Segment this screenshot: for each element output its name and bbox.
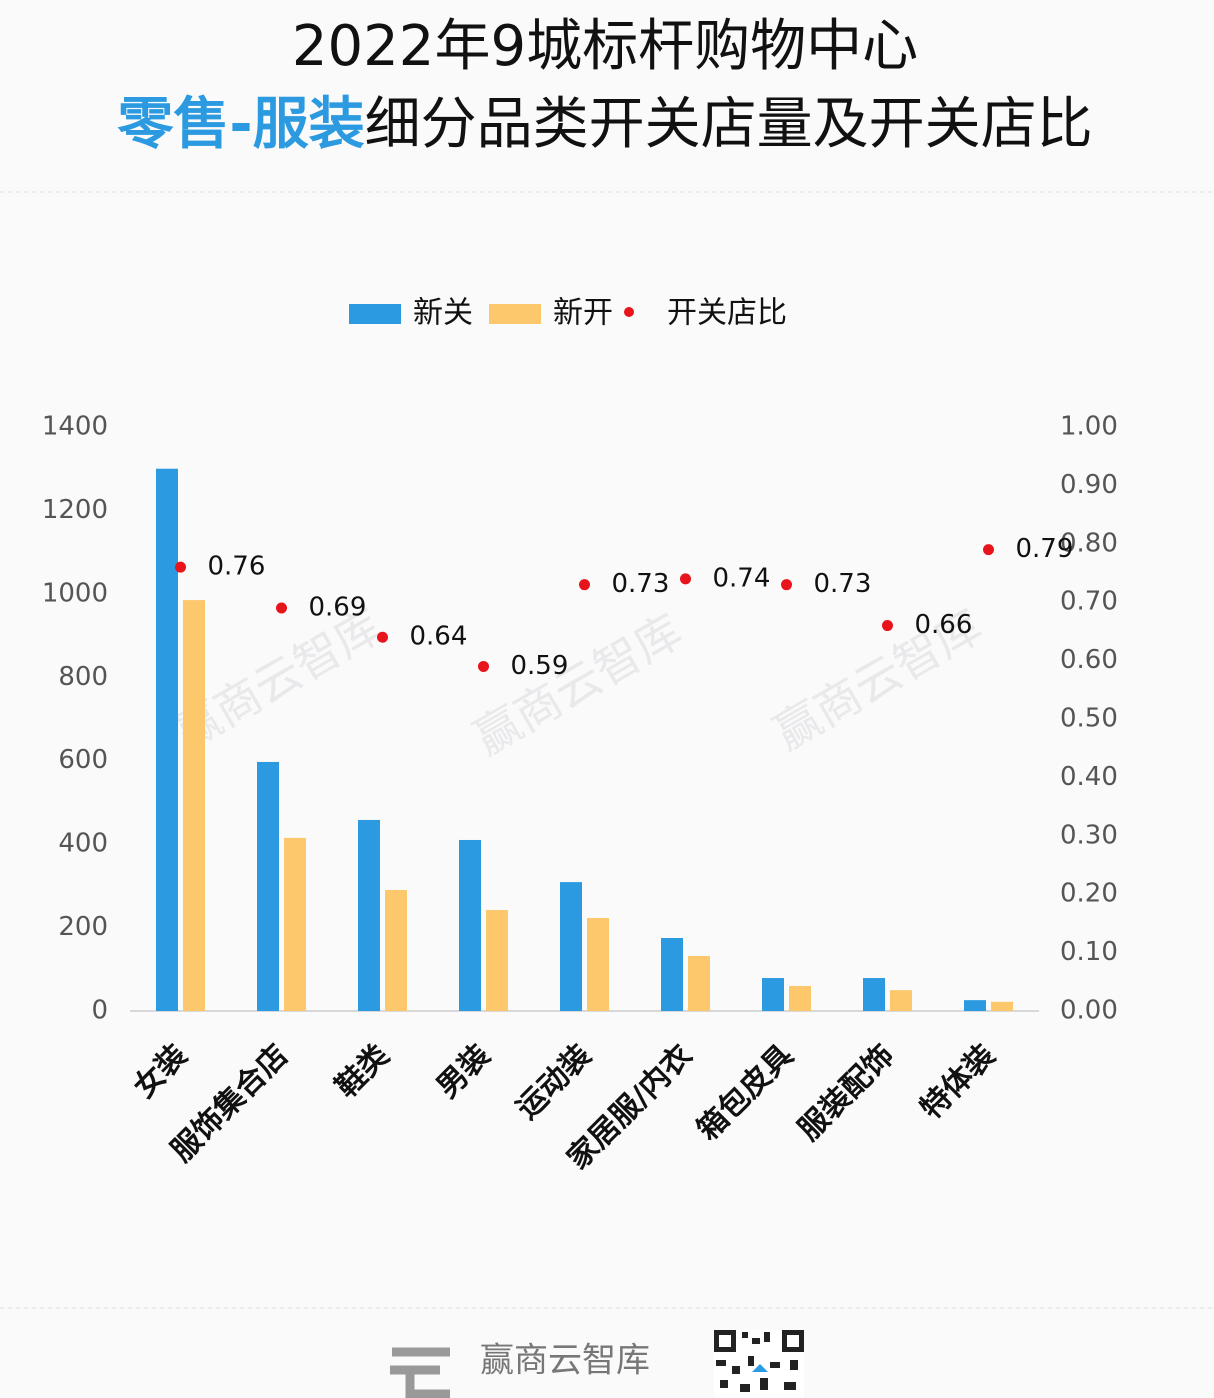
ratio-dot bbox=[276, 602, 287, 614]
bar bbox=[183, 600, 205, 1011]
ratio-dot bbox=[579, 579, 590, 591]
y2-tick-label: 0.50 bbox=[1060, 704, 1118, 734]
y-tick-label: 400 bbox=[58, 829, 108, 859]
y2-tick-label: 0.80 bbox=[1060, 528, 1118, 558]
data-label: 0.66 bbox=[915, 610, 973, 640]
y2-tick-label: 0.40 bbox=[1060, 762, 1118, 792]
y-tick-label: 0 bbox=[91, 996, 108, 1026]
y-tick-label: 1400 bbox=[42, 412, 108, 442]
bar bbox=[964, 1000, 986, 1011]
legend-label: 新关 bbox=[413, 296, 473, 331]
ratio-dot bbox=[478, 660, 489, 672]
chart-subtitle: 零售-服装细分品类开关店量及开关店比 bbox=[117, 92, 1092, 157]
bar bbox=[358, 819, 380, 1011]
bar bbox=[863, 978, 885, 1011]
ratio-dot bbox=[680, 573, 691, 585]
y2-tick-label: 1.00 bbox=[1060, 412, 1118, 442]
y2-tick-label: 0.60 bbox=[1060, 645, 1118, 675]
legend-label: 新开 bbox=[553, 296, 613, 331]
y2-tick-label: 0.90 bbox=[1060, 470, 1118, 500]
legend-swatch bbox=[489, 304, 541, 324]
footer-brand: 赢商云智库 bbox=[480, 1341, 650, 1381]
bar bbox=[257, 761, 279, 1011]
y-tick-label: 800 bbox=[58, 662, 108, 692]
y-tick-label: 600 bbox=[58, 745, 108, 775]
ratio-dot bbox=[781, 579, 792, 591]
y2-tick-label: 0.00 bbox=[1060, 996, 1118, 1026]
bar bbox=[991, 1001, 1013, 1011]
data-label: 0.64 bbox=[410, 622, 468, 652]
bar bbox=[688, 955, 710, 1011]
legend-label: 开关店比 bbox=[667, 296, 787, 331]
footer-logo: 赢商云智库 bbox=[390, 1330, 804, 1398]
legend-swatch bbox=[349, 304, 401, 324]
bar bbox=[284, 837, 306, 1011]
y-tick-label: 200 bbox=[58, 912, 108, 942]
y2-tick-label: 0.30 bbox=[1060, 820, 1118, 850]
bar bbox=[890, 990, 912, 1011]
y-tick-label: 1000 bbox=[42, 578, 108, 608]
bar bbox=[486, 910, 508, 1011]
ratio-dot bbox=[882, 620, 893, 632]
bar bbox=[661, 938, 683, 1011]
chart-title: 2022年9城标杆购物中心 bbox=[292, 14, 918, 79]
subtitle-rest: 细分品类开关店量及开关店比 bbox=[365, 92, 1093, 157]
bar bbox=[789, 985, 811, 1011]
data-label: 0.76 bbox=[208, 552, 266, 582]
bar bbox=[560, 882, 582, 1011]
bar bbox=[587, 917, 609, 1011]
data-label: 0.69 bbox=[309, 593, 367, 623]
data-label: 0.79 bbox=[1016, 534, 1074, 564]
data-label: 0.74 bbox=[713, 563, 771, 593]
y-tick-label: 1200 bbox=[42, 495, 108, 525]
data-label: 0.73 bbox=[814, 569, 872, 599]
bar bbox=[385, 890, 407, 1011]
y2-tick-label: 0.10 bbox=[1060, 937, 1118, 967]
bar bbox=[156, 468, 178, 1011]
ratio-dot bbox=[983, 544, 994, 556]
legend-swatch bbox=[624, 307, 634, 317]
bar bbox=[762, 978, 784, 1011]
ratio-dot bbox=[377, 631, 388, 643]
y2-tick-label: 0.70 bbox=[1060, 587, 1118, 617]
logo-icon bbox=[390, 1347, 450, 1398]
bar bbox=[459, 839, 481, 1011]
ratio-dot bbox=[175, 561, 186, 573]
qr-code bbox=[714, 1330, 804, 1398]
y2-tick-label: 0.20 bbox=[1060, 879, 1118, 909]
subtitle-highlight: 零售-服装 bbox=[117, 92, 364, 157]
data-label: 0.73 bbox=[612, 569, 670, 599]
data-label: 0.59 bbox=[511, 651, 569, 681]
